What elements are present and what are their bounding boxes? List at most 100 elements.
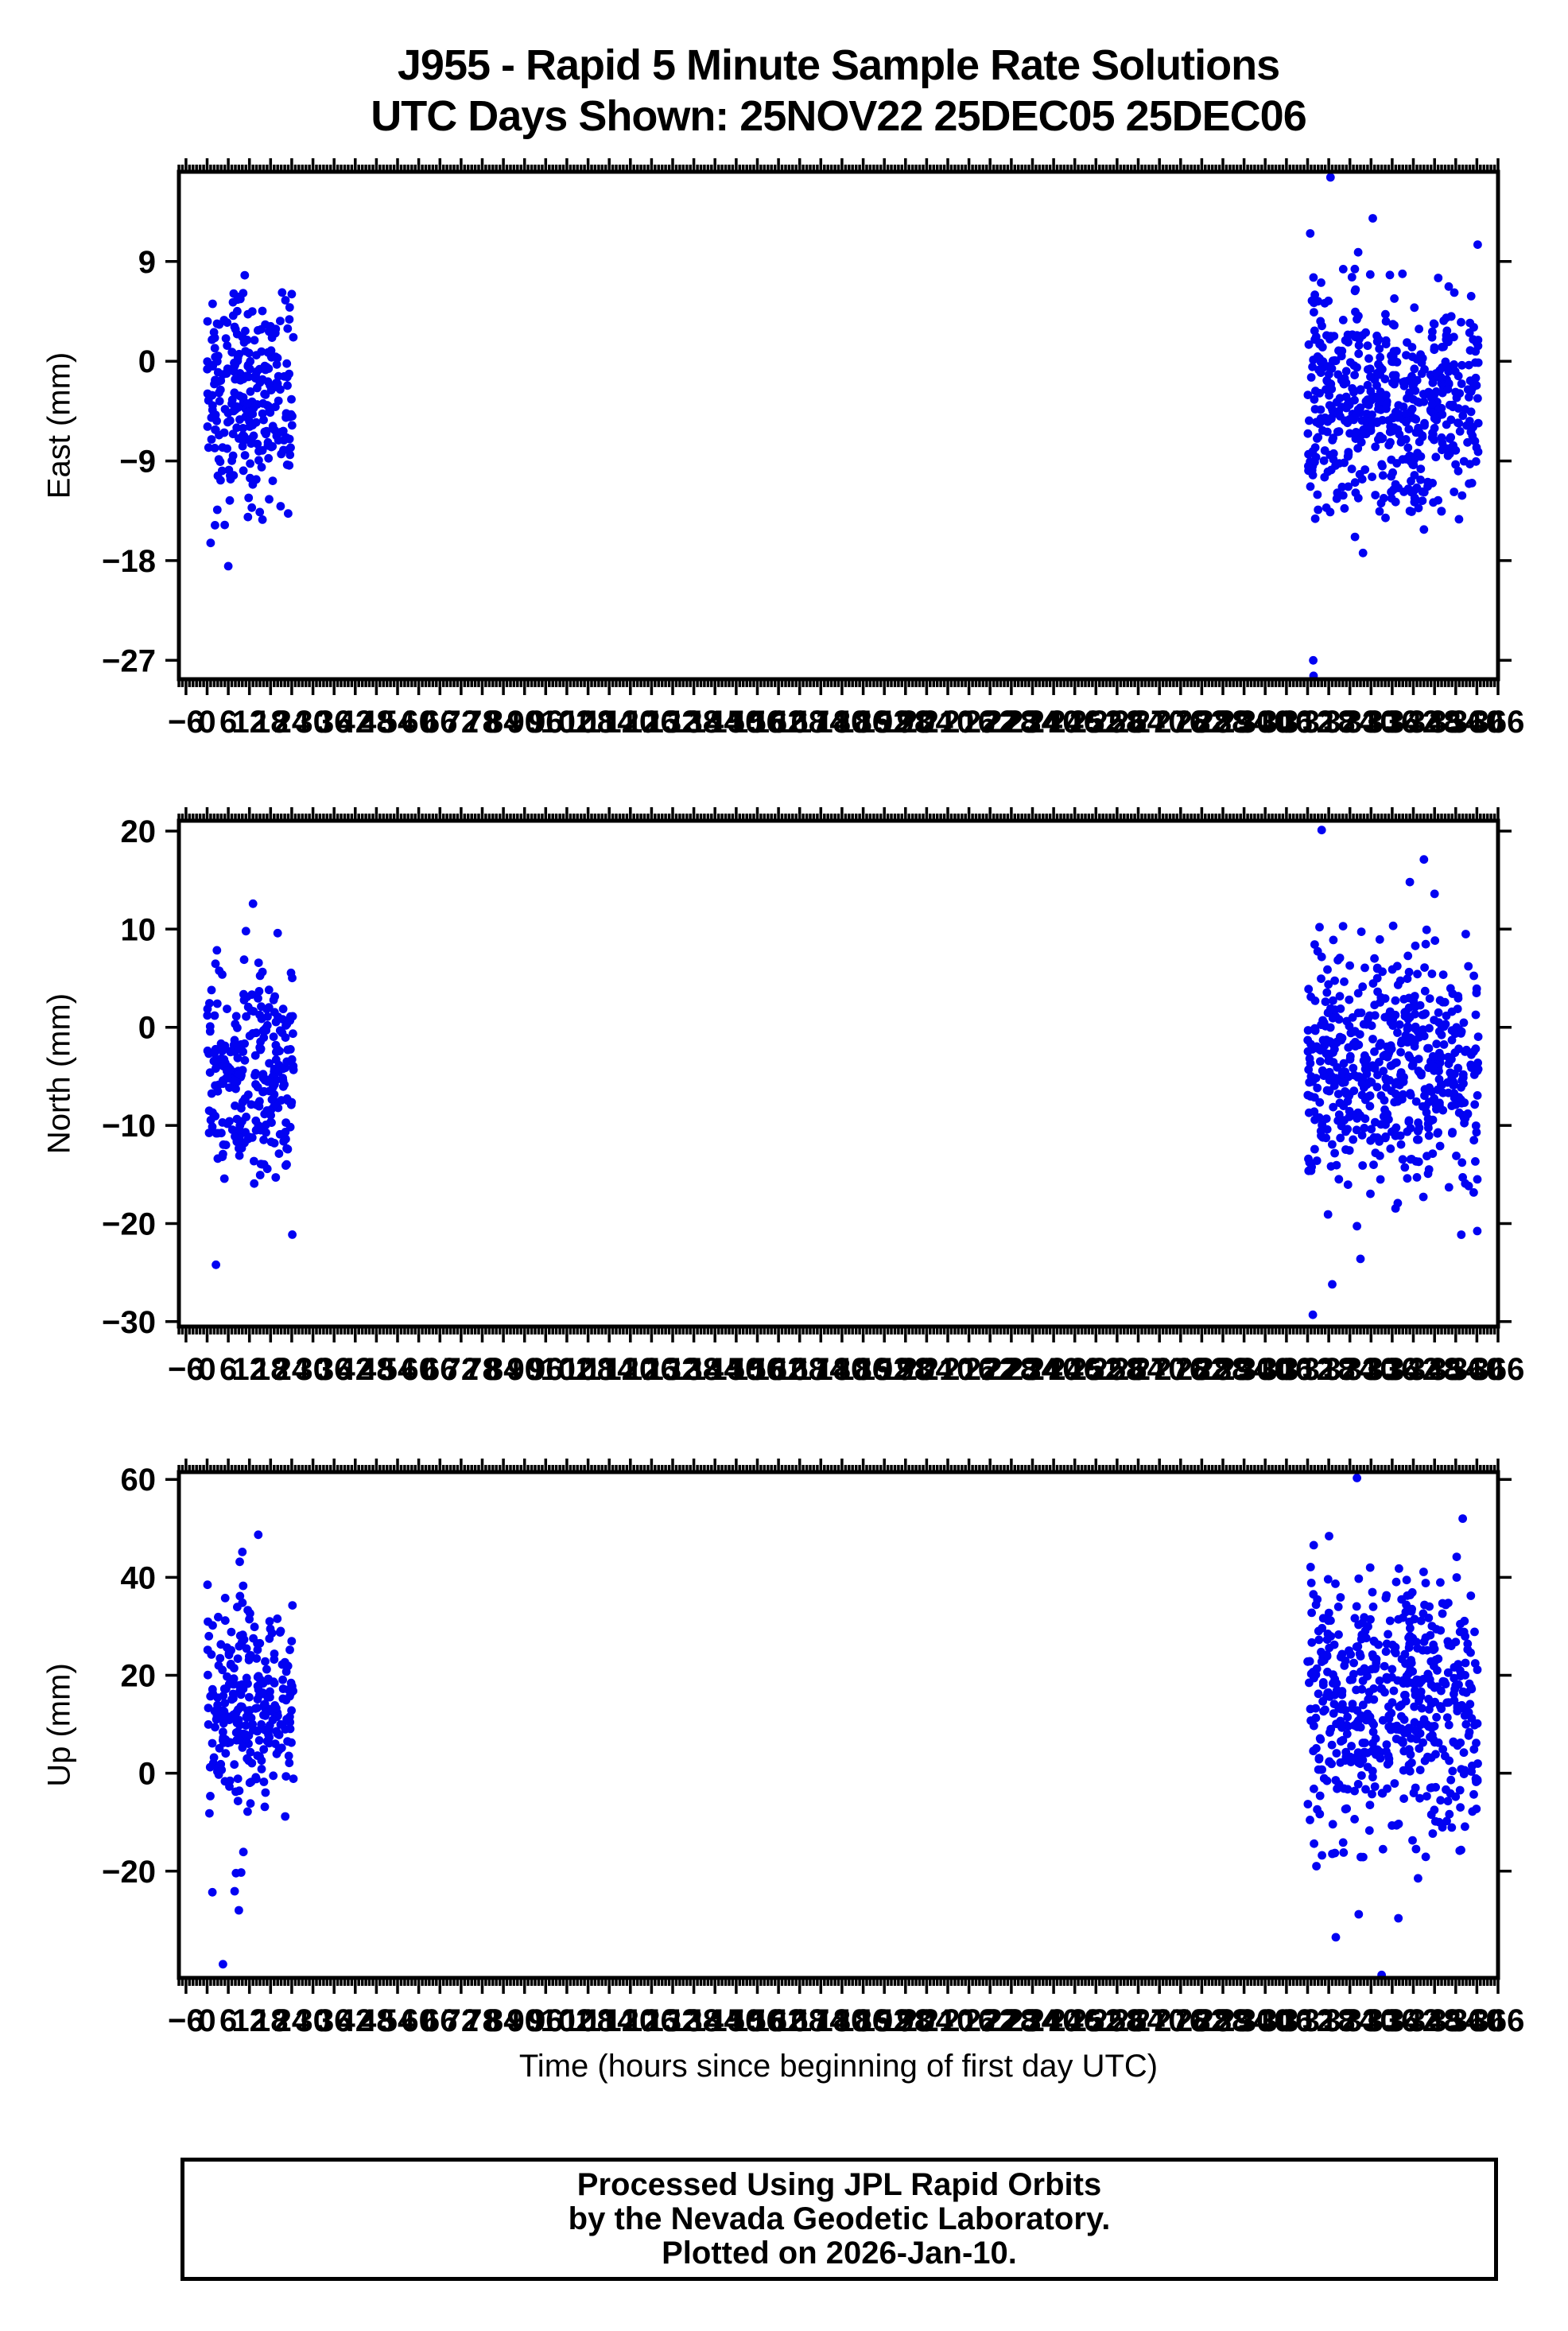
plot-title-line1: J955 - Rapid 5 Minute Sample Rate Soluti…	[397, 41, 1280, 89]
svg-text:24: 24	[274, 1352, 310, 1387]
svg-text:−30: −30	[102, 1305, 156, 1340]
east-plot: 90−9−18−27−60 612182430364248546066727884…	[102, 158, 1524, 740]
svg-text:120: 120	[604, 1352, 657, 1387]
svg-text:102: 102	[541, 2003, 594, 2038]
svg-text:312: 312	[1281, 1352, 1334, 1387]
up-y-tick-labels: 60 40 20 0 −20	[102, 1463, 156, 1890]
svg-text:156: 156	[731, 2003, 784, 2038]
svg-text:198: 198	[879, 705, 932, 740]
svg-text:252: 252	[1069, 1352, 1123, 1387]
svg-text:78: 78	[464, 705, 500, 740]
svg-text:−6: −6	[168, 705, 204, 740]
svg-text:84: 84	[486, 1352, 522, 1387]
up-data-points	[203, 1474, 1482, 1979]
svg-text:318: 318	[1302, 705, 1356, 740]
north-x-tick-labels: −60 6121824303642485460667278849096102108…	[168, 1352, 1524, 1387]
svg-text:204: 204	[900, 705, 953, 740]
svg-text:252: 252	[1069, 2003, 1123, 2038]
svg-text:48: 48	[359, 705, 394, 740]
svg-text:240: 240	[1027, 2003, 1081, 2038]
east-y-tick-labels: 9 0 −9 −18 −27	[102, 245, 156, 678]
svg-text:138: 138	[667, 2003, 720, 2038]
svg-text:204: 204	[900, 1352, 953, 1387]
svg-text:186: 186	[836, 705, 890, 740]
svg-text:324: 324	[1323, 2003, 1376, 2038]
svg-text:0: 0	[138, 344, 156, 379]
svg-text:48: 48	[359, 2003, 394, 2038]
footer-line-2: by the Nevada Geodetic Laboratory.	[568, 2201, 1111, 2236]
east-plot-frame	[177, 169, 1500, 682]
svg-text:210: 210	[922, 2003, 975, 2038]
svg-text:330: 330	[1345, 1352, 1398, 1387]
svg-text:192: 192	[858, 1352, 911, 1387]
svg-text:20: 20	[121, 1659, 157, 1694]
svg-text:282: 282	[1175, 705, 1228, 740]
svg-text:42: 42	[338, 1352, 374, 1387]
svg-text:336: 336	[1366, 1352, 1419, 1387]
svg-text:72: 72	[444, 1352, 479, 1387]
svg-text:−9: −9	[119, 445, 156, 480]
east-x-tick-labels: −60 6121824303642485460667278849096102108…	[168, 705, 1524, 740]
svg-text:258: 258	[1091, 705, 1144, 740]
svg-text:168: 168	[773, 705, 826, 740]
svg-text:294: 294	[1217, 2003, 1271, 2038]
svg-text:336: 336	[1366, 2003, 1419, 2038]
svg-text:180: 180	[816, 705, 869, 740]
svg-text:24: 24	[274, 2003, 310, 2038]
svg-text:−27: −27	[102, 643, 156, 678]
svg-text:−20: −20	[102, 1855, 156, 1890]
svg-text:12: 12	[231, 1352, 267, 1387]
svg-text:108: 108	[561, 705, 615, 740]
svg-text:156: 156	[731, 1352, 784, 1387]
svg-text:270: 270	[1133, 2003, 1186, 2038]
svg-text:30: 30	[295, 2003, 331, 2038]
svg-text:18: 18	[253, 705, 289, 740]
svg-text:162: 162	[752, 705, 805, 740]
svg-text:20: 20	[121, 814, 157, 849]
svg-text:0: 0	[138, 1011, 156, 1046]
svg-text:96: 96	[528, 2003, 564, 2038]
svg-text:144: 144	[689, 1352, 742, 1387]
svg-text:216: 216	[942, 1352, 996, 1387]
svg-text:312: 312	[1281, 705, 1334, 740]
svg-text:174: 174	[794, 705, 848, 740]
svg-text:120: 120	[604, 2003, 657, 2038]
svg-text:60: 60	[121, 1463, 157, 1498]
svg-text:168: 168	[773, 2003, 826, 2038]
svg-text:216: 216	[942, 705, 996, 740]
svg-text:12: 12	[231, 2003, 267, 2038]
svg-text:114: 114	[584, 1352, 635, 1387]
svg-text:60: 60	[401, 705, 437, 740]
svg-text:288: 288	[1197, 2003, 1250, 2038]
svg-text:198: 198	[879, 2003, 932, 2038]
svg-text:198: 198	[879, 1352, 932, 1387]
svg-text:66: 66	[422, 2003, 458, 2038]
svg-text:366: 366	[1472, 2003, 1525, 2038]
up-major-ticks	[165, 1459, 1512, 1994]
svg-text:264: 264	[1112, 1352, 1165, 1387]
svg-text:348: 348	[1408, 1352, 1461, 1387]
svg-text:54: 54	[380, 705, 416, 740]
svg-text:36: 36	[316, 705, 352, 740]
svg-text:270: 270	[1133, 1352, 1186, 1387]
svg-text:12: 12	[231, 705, 267, 740]
svg-text:150: 150	[710, 705, 763, 740]
svg-text:90: 90	[506, 1352, 542, 1387]
svg-text:246: 246	[1048, 1352, 1101, 1387]
svg-text:6: 6	[219, 705, 237, 740]
svg-text:10: 10	[121, 912, 157, 947]
x-axis-title: Time (hours since beginning of first day…	[518, 2049, 1159, 2084]
svg-text:354: 354	[1429, 1352, 1482, 1387]
svg-text:234: 234	[1006, 705, 1059, 740]
svg-text:180: 180	[816, 2003, 869, 2038]
svg-text:132: 132	[646, 1352, 700, 1387]
svg-text:126: 126	[625, 705, 678, 740]
svg-text:342: 342	[1387, 2003, 1440, 2038]
svg-text:66: 66	[422, 705, 458, 740]
footer-line-1: Processed Using JPL Rapid Orbits	[576, 2167, 1102, 2202]
footer-line-3: Plotted on 2026-Jan-10.	[662, 2236, 1017, 2271]
svg-text:96: 96	[528, 705, 564, 740]
svg-text:192: 192	[858, 705, 911, 740]
svg-text:18: 18	[253, 2003, 289, 2038]
